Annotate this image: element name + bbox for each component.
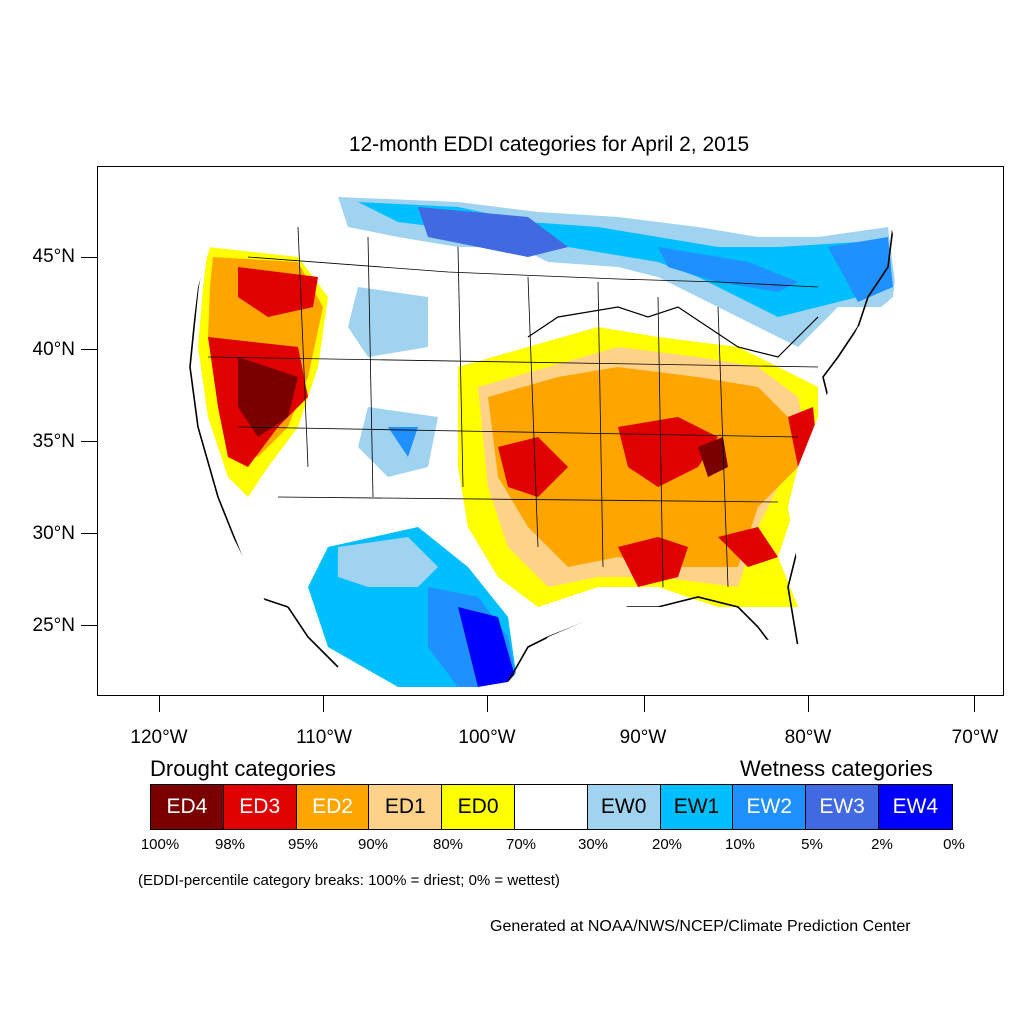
legend-cat-ed3: ED3 bbox=[223, 785, 297, 829]
legend-break: 5% bbox=[801, 836, 823, 853]
lat-label-45n: 45°N bbox=[32, 246, 75, 267]
lon-tick bbox=[974, 696, 975, 712]
legend-break: 10% bbox=[724, 836, 756, 853]
legend-cat-ew0: EW0 bbox=[587, 785, 661, 829]
lat-label-40n: 40°N bbox=[32, 339, 75, 360]
state-borders bbox=[207, 226, 819, 588]
legend-break: 95% bbox=[287, 836, 319, 853]
non-conus-mask bbox=[98, 167, 1003, 695]
lon-tick bbox=[808, 696, 809, 712]
lon-tick bbox=[159, 696, 160, 712]
drought-heading: Drought categories bbox=[150, 756, 336, 781]
lon-tick bbox=[323, 696, 324, 712]
eddi-map bbox=[98, 167, 1003, 695]
map-frame bbox=[97, 166, 1004, 696]
legend-cat-ew1: EW1 bbox=[660, 785, 734, 829]
lon-label-80w: 80°W bbox=[784, 727, 832, 748]
legend-break: 98% bbox=[214, 836, 246, 853]
lat-tick bbox=[81, 441, 97, 442]
legend-cat-normal bbox=[514, 785, 588, 829]
lon-label-100w: 100°W bbox=[458, 727, 516, 748]
legend-break: 30% bbox=[577, 836, 609, 853]
wetness-heading: Wetness categories bbox=[740, 756, 933, 781]
lat-label-35n: 35°N bbox=[32, 431, 75, 452]
legend-cat-ed0: ED0 bbox=[442, 785, 515, 829]
lon-label-110w: 110°W bbox=[296, 727, 352, 748]
lon-tick bbox=[487, 696, 488, 712]
legend-break: 100% bbox=[140, 836, 180, 853]
legend-break: 2% bbox=[871, 836, 893, 853]
legend-break: 70% bbox=[505, 836, 537, 853]
lat-tick bbox=[81, 533, 97, 534]
legend-cat-ed1: ED1 bbox=[369, 785, 443, 829]
lon-label-120w: 120°W bbox=[130, 727, 188, 748]
category-note: (EDDI-percentile category breaks: 100% =… bbox=[138, 872, 560, 889]
map-title: 12-month EDDI categories for April 2, 20… bbox=[348, 133, 750, 156]
lon-label-90w: 90°W bbox=[619, 727, 667, 748]
lon-label-70w: 70°W bbox=[951, 727, 999, 748]
credit-line: Generated at NOAA/NWS/NCEP/Climate Predi… bbox=[490, 918, 911, 935]
legend-break: 0% bbox=[943, 836, 965, 853]
legend-cat-ew4: EW4 bbox=[878, 785, 952, 829]
legend-cat-ed2: ED2 bbox=[296, 785, 370, 829]
lat-tick bbox=[81, 349, 97, 350]
legend-colorbar: ED4 ED3 ED2 ED1 ED0 EW0 EW1 EW2 EW3 EW4 bbox=[150, 784, 953, 830]
lon-tick bbox=[644, 696, 645, 712]
legend-break: 90% bbox=[357, 836, 389, 853]
legend-cat-ed4: ED4 bbox=[151, 785, 224, 829]
legend-cat-ew2: EW2 bbox=[733, 785, 807, 829]
lat-label-25n: 25°N bbox=[32, 615, 75, 636]
legend-break: 80% bbox=[432, 836, 464, 853]
legend-break: 20% bbox=[651, 836, 683, 853]
lat-tick bbox=[81, 257, 97, 258]
lat-label-30n: 30°N bbox=[32, 523, 75, 544]
legend-cat-ew3: EW3 bbox=[806, 785, 879, 829]
lat-tick bbox=[81, 625, 97, 626]
